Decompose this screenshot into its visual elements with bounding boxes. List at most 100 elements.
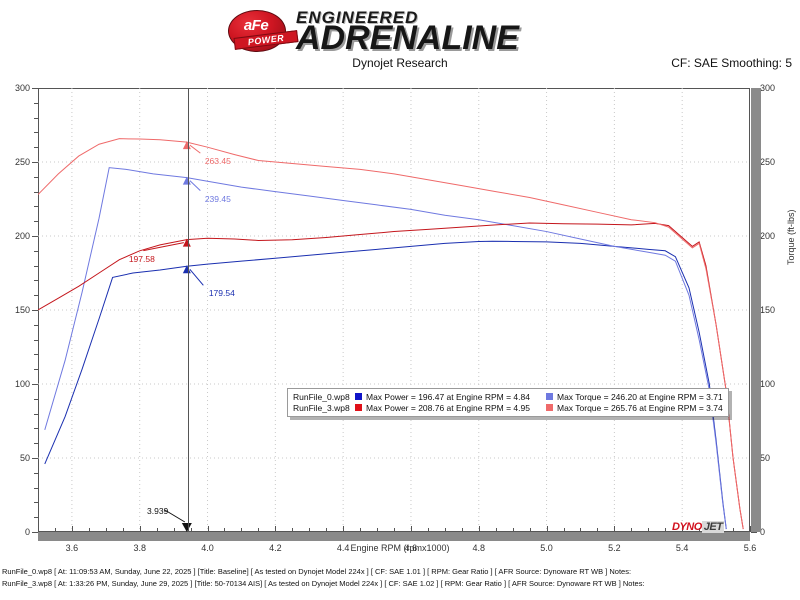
cursor-crosshair-line[interactable] <box>188 88 189 532</box>
y-tick-label-right: 200 <box>760 231 776 241</box>
x-tick-label: 5.6 <box>743 543 757 553</box>
legend-power-swatch-0 <box>355 393 362 400</box>
x-tick <box>444 528 446 532</box>
adrenaline-word: ADRENALINE <box>296 19 519 57</box>
page-header: aFe POWER ENGINEERED ADRENALINE Dynojet … <box>0 0 800 80</box>
y-tick-left <box>34 324 38 326</box>
x-tick-label: 4.6 <box>404 543 418 553</box>
y-tick-left <box>34 487 38 489</box>
afe-adrenaline-logo: aFe POWER ENGINEERED ADRENALINE <box>228 6 568 57</box>
x-tick-label: 4.2 <box>269 543 282 553</box>
page-title: Dynojet Research <box>352 56 448 70</box>
y-tick-left <box>34 176 38 178</box>
y-tick-left <box>32 162 38 163</box>
x-tick-label: 3.8 <box>133 543 146 553</box>
x-tick <box>105 528 107 532</box>
legend-file-name: RunFile_3.wp8 <box>293 402 350 413</box>
y-tick-right <box>751 532 757 533</box>
x-tick <box>495 528 497 532</box>
x-tick <box>614 526 616 532</box>
x-tick <box>699 528 701 532</box>
x-tick <box>360 528 362 532</box>
legend-row: RunFile_3.wp8 Max Power = 208.76 at Engi… <box>293 402 723 413</box>
y-tick-label-left: 200 <box>14 231 30 241</box>
x-tick <box>546 526 548 532</box>
x-tick <box>512 528 514 532</box>
y-tick-left <box>34 102 38 104</box>
y-tick-label-right: 250 <box>760 157 776 167</box>
x-tick <box>410 526 412 532</box>
y-tick-left <box>34 250 38 252</box>
y-tick-label-left: 250 <box>14 157 30 167</box>
x-tick <box>343 526 345 532</box>
vertical-scrollbar[interactable] <box>751 88 761 532</box>
x-tick <box>258 528 260 532</box>
y-tick-label-left: 50 <box>19 453 30 463</box>
x-tick <box>54 528 56 532</box>
cursor-value-annotation: 179.54 <box>208 288 235 299</box>
y-tick-left <box>34 517 38 519</box>
plot-border-top <box>38 88 750 89</box>
cf-smoothing-note: CF: SAE Smoothing: 5 <box>671 56 792 70</box>
y-tick-left <box>34 339 38 341</box>
cursor-leader-line <box>164 509 186 523</box>
legend-max-torque-text: Max Torque = 265.76 at Engine RPM = 3.74 <box>557 402 723 413</box>
x-tick <box>648 528 650 532</box>
y-tick-label-right: 150 <box>760 305 776 315</box>
x-tick <box>461 528 463 532</box>
y-tick-left <box>32 532 38 533</box>
y-tick-label-left: 0 <box>24 527 30 537</box>
x-tick-label: 4.4 <box>336 543 350 553</box>
x-tick <box>750 526 751 532</box>
legend-max-power-text: Max Power = 208.76 at Engine RPM = 4.95 <box>366 402 530 413</box>
annotation-leader-line <box>189 268 204 286</box>
y-tick-left <box>34 191 38 193</box>
series-line <box>44 167 727 530</box>
x-tick <box>139 526 141 532</box>
x-tick <box>326 528 328 532</box>
x-tick <box>38 528 39 532</box>
legend-row: RunFile_0.wp8 Max Power = 196.47 at Engi… <box>293 391 723 402</box>
dyno-chart-canvas <box>38 88 750 532</box>
x-tick <box>478 526 480 532</box>
y-tick-left <box>34 147 38 149</box>
y-tick-label-left: 100 <box>14 379 30 389</box>
series-line <box>44 240 727 530</box>
x-tick <box>292 528 294 532</box>
run-info-line-1: RunFile_3.wp8 [ At: 1:33:26 PM, Sunday, … <box>2 579 645 588</box>
y-tick-label-right: 100 <box>760 379 776 389</box>
horizontal-scrollbar[interactable] <box>38 532 750 541</box>
x-tick <box>241 528 243 532</box>
axis-right-line <box>749 88 750 532</box>
y-axis-label-right: Torque (ft-lbs) <box>786 209 796 265</box>
x-tick-label: 4.0 <box>201 543 214 553</box>
annotation-leader-line <box>189 180 201 191</box>
y-tick-left <box>34 206 38 208</box>
x-tick <box>580 528 582 532</box>
x-tick <box>529 528 531 532</box>
x-tick <box>309 528 311 532</box>
annotation-leader-line <box>143 242 184 252</box>
x-tick <box>275 526 277 532</box>
cursor-rpm-readout: 3.939 <box>147 506 169 516</box>
legend-max-torque-text: Max Torque = 246.20 at Engine RPM = 3.71 <box>557 391 723 402</box>
y-tick-left <box>34 413 38 415</box>
y-tick-left <box>34 398 38 400</box>
legend-torque-swatch-0 <box>546 393 553 400</box>
x-tick <box>665 528 667 532</box>
legend-max-power-text: Max Power = 196.47 at Engine RPM = 4.84 <box>366 391 530 402</box>
x-tick <box>682 526 684 532</box>
x-tick <box>563 528 565 532</box>
cursor-arrow-icon <box>181 523 192 532</box>
series-line <box>38 138 744 530</box>
y-tick-left <box>34 221 38 223</box>
cursor-value-annotation: 197.58 <box>128 253 155 264</box>
chart-legend[interactable]: RunFile_0.wp8 Max Power = 196.47 at Engi… <box>287 388 729 417</box>
y-tick-left <box>34 369 38 371</box>
x-tick <box>597 528 599 532</box>
x-tick-label: 5.4 <box>675 543 689 553</box>
annotation-leader-line <box>189 144 201 154</box>
x-tick <box>733 528 735 532</box>
y-tick-left <box>34 295 38 297</box>
y-tick-left <box>34 472 38 474</box>
